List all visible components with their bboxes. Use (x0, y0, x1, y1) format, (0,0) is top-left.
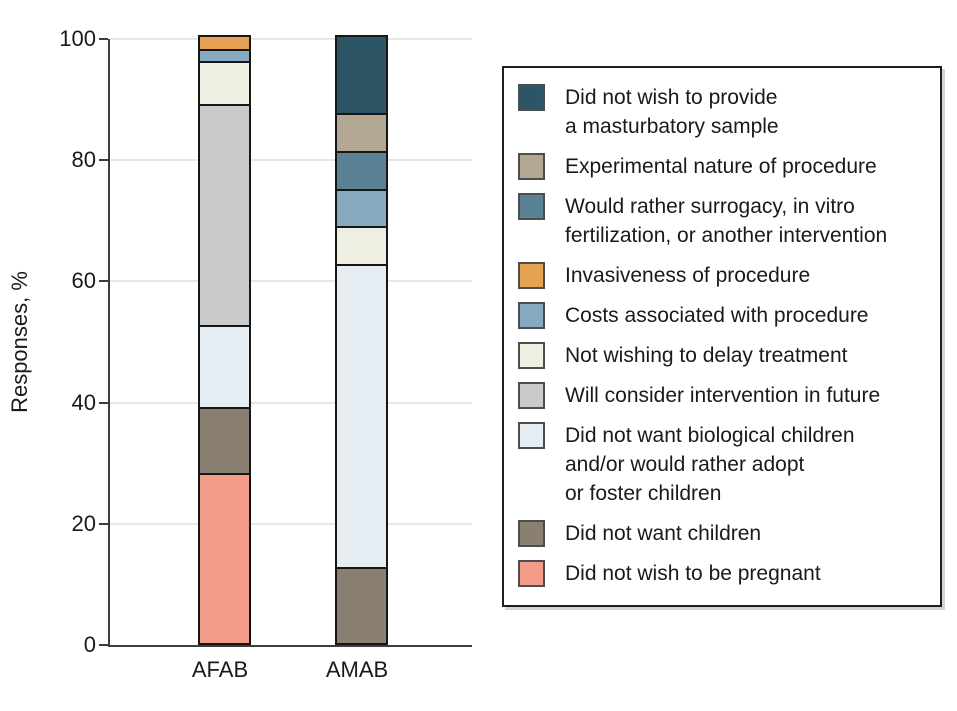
legend-label: Would rather surrogacy, in vitro fertili… (565, 195, 888, 247)
bar-segment (199, 49, 249, 62)
bar-segment (199, 473, 249, 643)
gridline-y40 (110, 401, 472, 404)
legend-label: Costs associated with procedure (565, 304, 869, 327)
legend-swatch (518, 422, 545, 449)
legend-swatch (518, 560, 545, 587)
legend-label: Experimental nature of procedure (565, 155, 877, 178)
bar-segment (199, 37, 249, 50)
bar-segment (336, 188, 386, 227)
bar-segment (336, 264, 386, 568)
bar-segment (336, 567, 386, 643)
legend-label: Did not wish to provide a masturbatory s… (565, 86, 779, 138)
legend-label: Not wishing to delay treatment (565, 344, 848, 367)
legend-item: Invasiveness of procedure (518, 261, 926, 290)
y-tick-label-0: 0 (83, 632, 96, 657)
bar-segment (336, 150, 386, 189)
bar-segment (336, 112, 386, 151)
gridline-y60 (110, 280, 472, 283)
stacked-bar-amab (334, 35, 388, 645)
y-tick-mark-60 (99, 280, 108, 283)
legend-swatch (518, 302, 545, 329)
legend-swatch (518, 382, 545, 409)
y-tick-label-40: 40 (71, 389, 96, 415)
y-axis-title: Responses, % (7, 271, 32, 413)
stacked-bar-afab (197, 35, 251, 645)
y-tick-label-100: 100 (59, 26, 96, 51)
legend-item: Would rather surrogacy, in vitro fertili… (518, 192, 926, 250)
y-tick-label-80: 80 (71, 147, 96, 173)
legend-item: Costs associated with procedure (518, 301, 926, 330)
x-tick-label-afab: AFAB (191, 657, 249, 682)
y-tick-mark-0 (99, 644, 108, 646)
legend-item: Not wishing to delay treatment (518, 341, 926, 370)
legend-item: Did not want biological children and/or … (518, 421, 926, 508)
legend-swatch (518, 84, 545, 111)
gridline-y20 (110, 522, 472, 525)
bar-segment (199, 324, 249, 407)
legend-label: Did not want biological children and/or … (565, 424, 855, 505)
bar-segment (199, 103, 249, 325)
y-tick-mark-20 (99, 522, 108, 525)
legend-swatch (518, 153, 545, 180)
legend-label: Did not wish to be pregnant (565, 562, 821, 585)
plot-area: 0 20 40 60 80 100 (59, 27, 472, 657)
legend-item: Did not want children (518, 519, 926, 548)
bar-segment (199, 406, 249, 474)
legend-item: Did not wish to be pregnant (518, 559, 926, 588)
bar-segment (336, 37, 386, 113)
legend-label: Did not want children (565, 522, 762, 545)
legend-label: Invasiveness of procedure (565, 264, 811, 287)
legend-swatch (518, 342, 545, 369)
bar-segment (336, 226, 386, 265)
y-tick-mark-80 (99, 159, 108, 162)
gridline-y100 (110, 38, 472, 40)
y-tick-mark-100 (99, 38, 108, 40)
legend-swatch (518, 520, 545, 547)
legend-item: Will consider intervention in future (518, 381, 926, 410)
legend-swatch (518, 193, 545, 220)
legend-swatch (518, 262, 545, 289)
legend-item: Experimental nature of procedure (518, 152, 926, 181)
gridline-y80 (110, 159, 472, 162)
legend: Did not wish to provide a masturbatory s… (502, 66, 942, 607)
y-tick-mark-40 (99, 401, 108, 404)
bar-segment (199, 61, 249, 104)
x-tick-label-amab: AMAB (325, 657, 389, 682)
y-tick-label-60: 60 (71, 268, 96, 294)
y-tick-label-20: 20 (71, 510, 96, 536)
legend-item: Did not wish to provide a masturbatory s… (518, 83, 926, 141)
legend-label: Will consider intervention in future (565, 384, 881, 407)
